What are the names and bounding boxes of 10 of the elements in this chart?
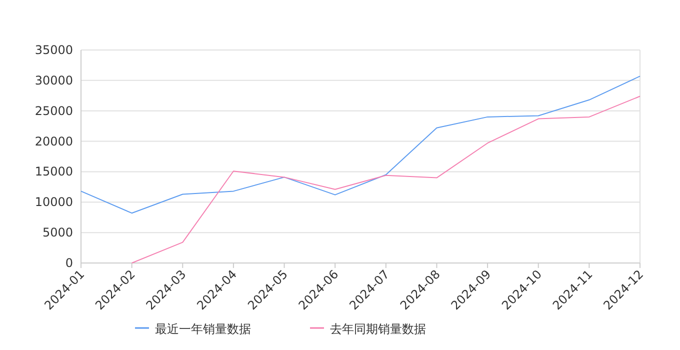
- y-tick-label: 20000: [34, 134, 73, 148]
- y-tick-label: 15000: [34, 164, 73, 179]
- y-tick-label: 10000: [34, 195, 73, 210]
- legend-label: 去年同期销量数据: [330, 322, 426, 336]
- y-tick-label: 5000: [42, 226, 73, 240]
- y-tick-label: 0: [65, 256, 73, 270]
- y-tick-label: 35000: [34, 43, 73, 57]
- legend-label: 最近一年销量数据: [155, 322, 251, 336]
- y-tick-label: 30000: [34, 73, 73, 88]
- y-tick-label: 25000: [34, 104, 73, 118]
